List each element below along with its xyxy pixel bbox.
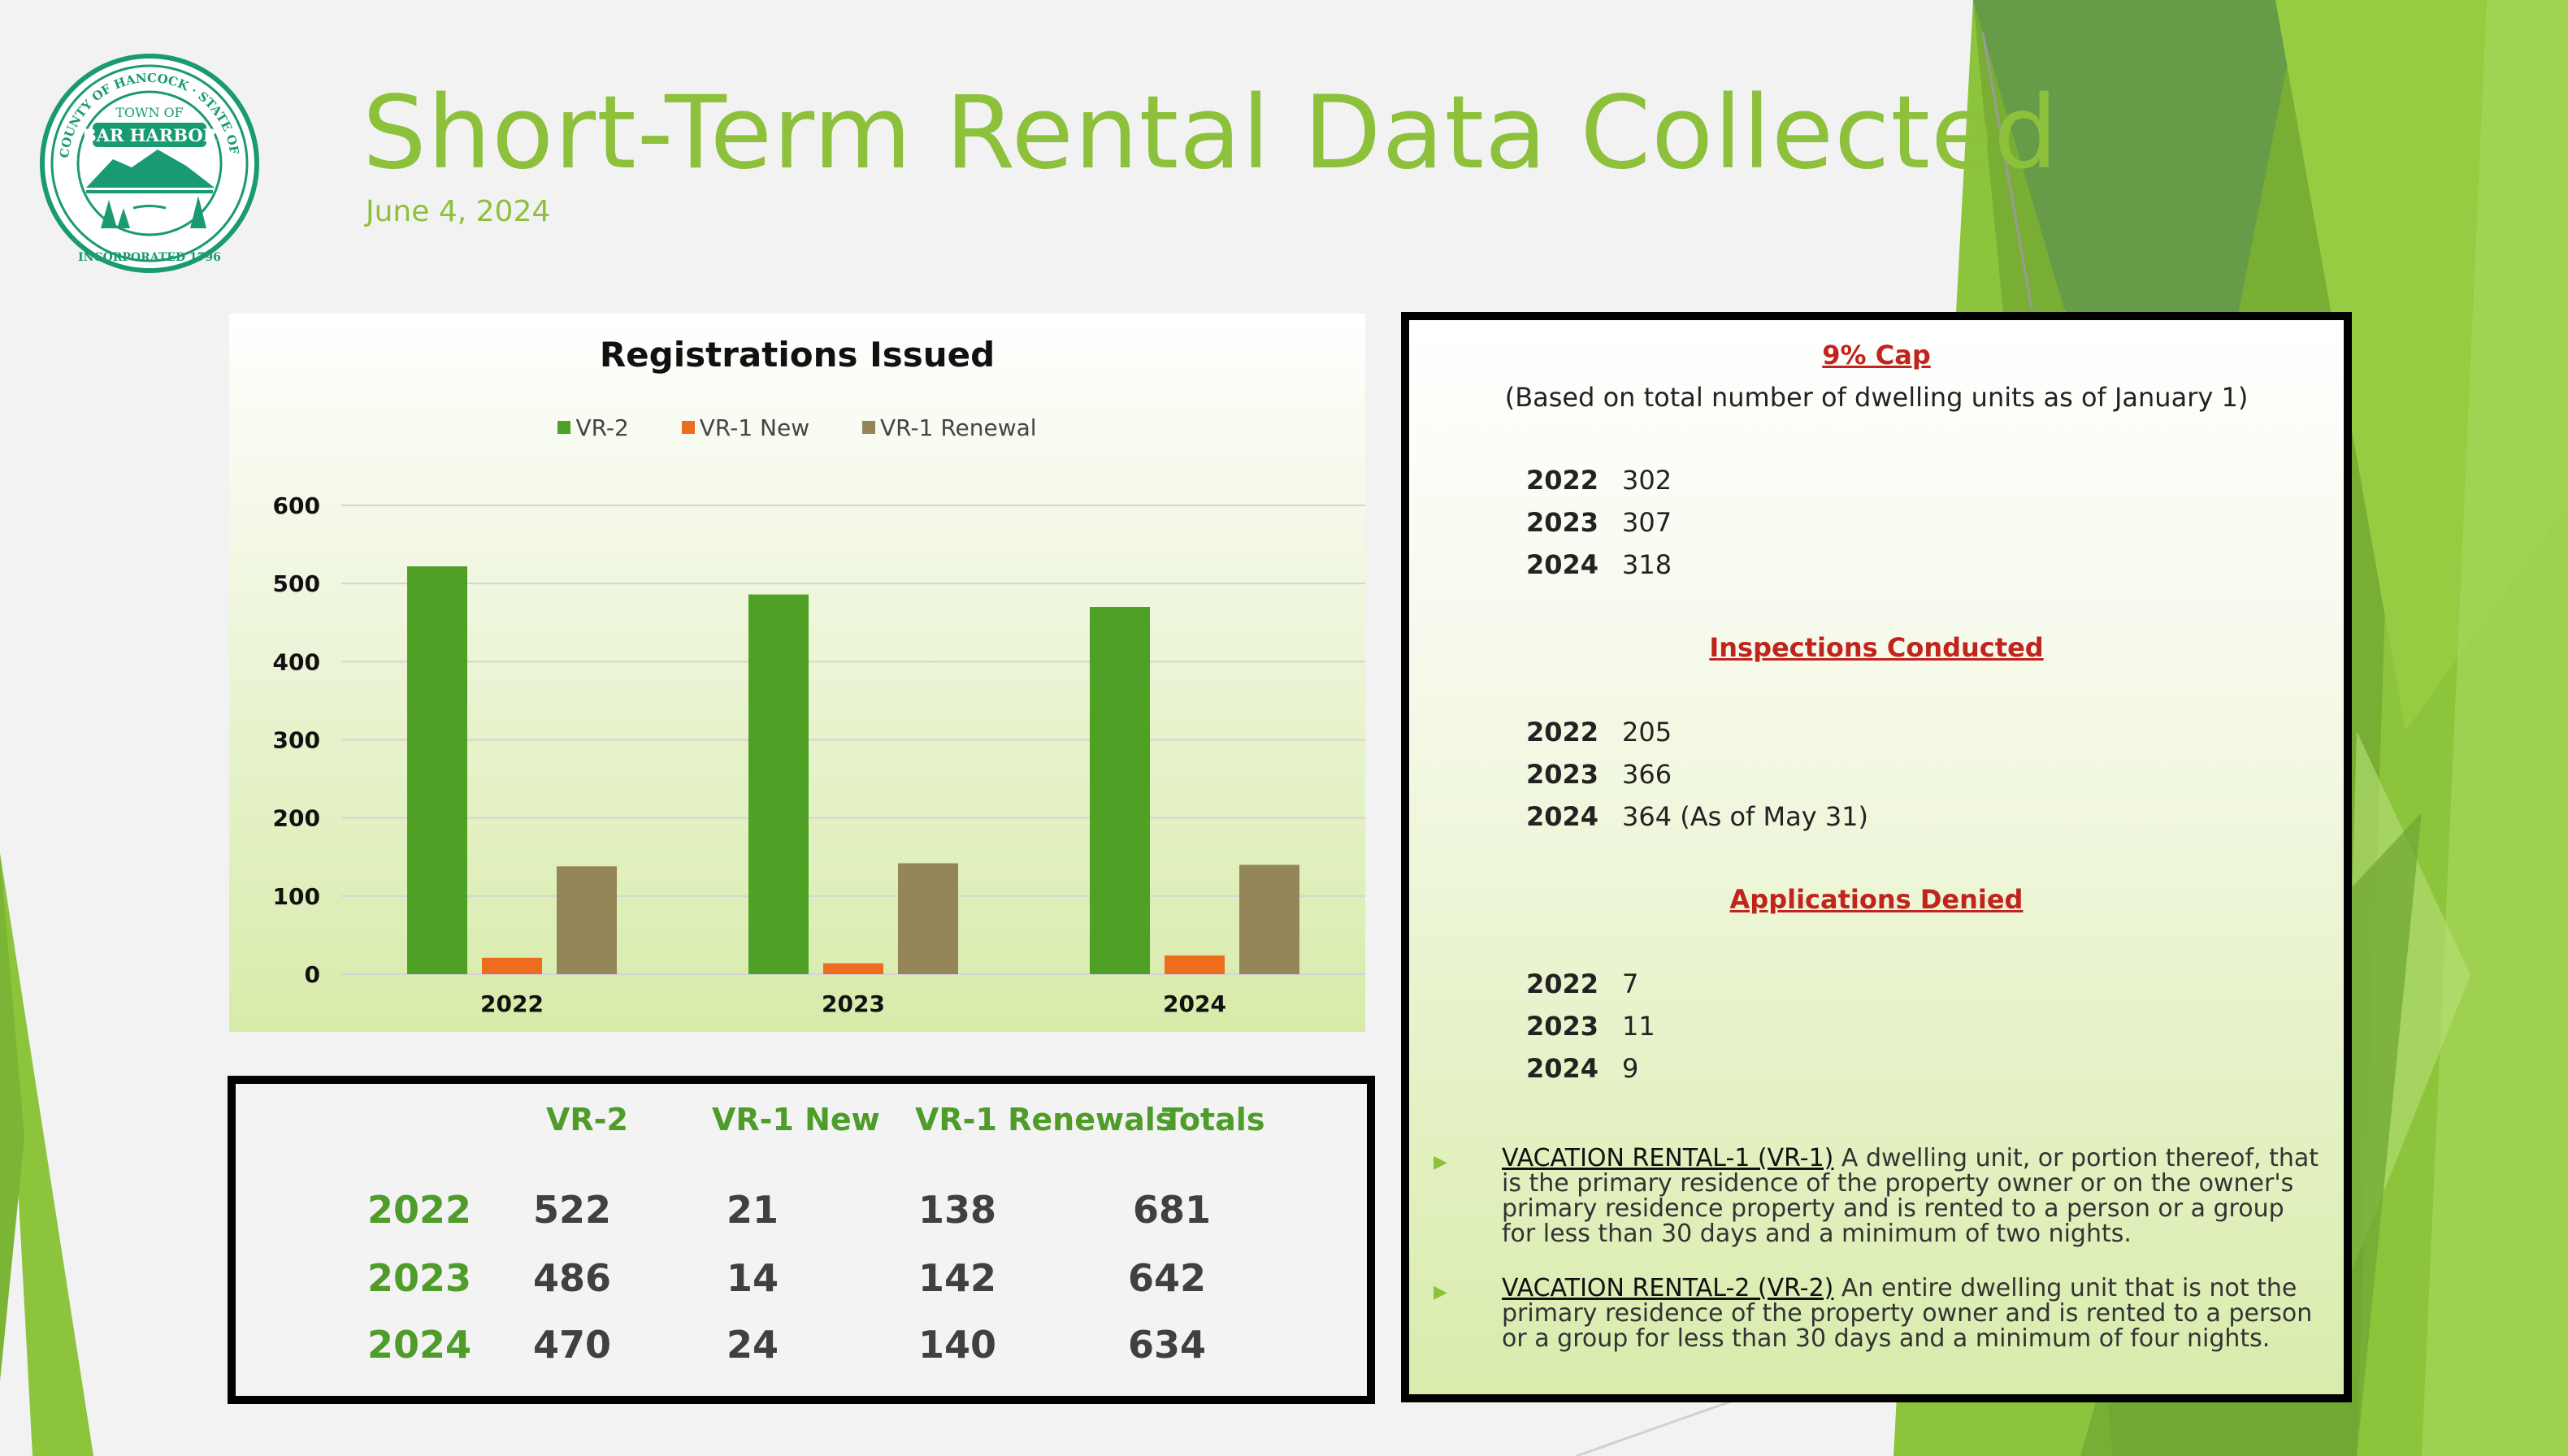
town-seal-logo: COUNTY OF HANCOCK · STATE OF MAINE INCOR… — [36, 46, 259, 273]
legend-label: VR-1 New — [699, 414, 810, 441]
x-tick-label: 2024 — [1163, 990, 1226, 1017]
cap-heading: 9% Cap — [1822, 340, 1931, 370]
y-tick-label: 600 — [273, 492, 320, 519]
registrations-table: VR-2 VR-1 New VR-1 Renewals Totals 2022 … — [228, 1076, 1375, 1404]
table-cell: 634 — [1127, 1323, 1207, 1367]
bar-vr-2-2022 — [407, 566, 467, 974]
inspections-heading: Inspections Conducted — [1709, 632, 2044, 663]
legend-item-vr1-renewal: VR-1 Renewal — [862, 414, 1037, 441]
cap-value: 318 — [1622, 549, 1672, 580]
denied-year: 2024 — [1526, 1053, 1599, 1084]
legend-swatch — [557, 421, 571, 434]
table-cell: 486 — [532, 1256, 612, 1300]
table-cell: 24 — [726, 1323, 779, 1367]
table-header-totals: Totals — [1162, 1102, 1265, 1138]
legend-label: VR-2 — [575, 414, 629, 441]
bar-vr-1-new-2023 — [823, 963, 883, 974]
bar-vr-2-2023 — [748, 594, 809, 974]
y-tick-label: 400 — [273, 648, 320, 675]
legend-swatch — [681, 421, 695, 434]
cap-note: (Based on total number of dwelling units… — [1504, 382, 2249, 413]
definition-text: A dwelling unit, or portion thereof, tha… — [1502, 1144, 2319, 1248]
table-header-vr1-renewals: VR-1 Renewals — [915, 1102, 1174, 1138]
inspections-value: 364 (As of May 31) — [1622, 801, 1869, 832]
bullet-arrow-icon: ▶ — [1434, 1152, 1447, 1172]
definition-vr2: VACATION RENTAL-2 (VR-2) An entire dwell… — [1502, 1276, 2323, 1351]
inspections-year: 2023 — [1526, 759, 1599, 790]
definition-vr1: VACATION RENTAL-1 (VR-1) A dwelling unit… — [1502, 1146, 2323, 1246]
svg-text:INCORPORATED 1796: INCORPORATED 1796 — [78, 251, 221, 264]
inspections-value: 205 — [1622, 717, 1672, 748]
inspections-year: 2024 — [1526, 801, 1599, 832]
bullet-arrow-icon: ▶ — [1434, 1282, 1447, 1302]
cap-year: 2022 — [1526, 465, 1599, 496]
table-row-year: 2022 — [367, 1188, 472, 1232]
table-header-vr2: VR-2 — [546, 1102, 628, 1138]
table-cell: 142 — [917, 1256, 997, 1300]
inspections-value: 366 — [1622, 759, 1672, 790]
y-tick-label: 100 — [273, 883, 320, 910]
table-row-year: 2023 — [367, 1256, 472, 1300]
denied-year: 2023 — [1526, 1011, 1599, 1042]
x-tick-label: 2022 — [480, 990, 544, 1017]
chart-legend: VR-2 VR-1 New VR-1 Renewal — [229, 414, 1365, 441]
table-cell: 642 — [1127, 1256, 1207, 1300]
seal-town-of: TOWN OF — [115, 105, 184, 120]
chart-title: Registrations Issued — [599, 335, 996, 375]
x-tick-label: 2023 — [822, 990, 885, 1017]
cap-year: 2024 — [1526, 549, 1599, 580]
bar-vr-1-renewal-2022 — [557, 866, 617, 974]
y-tick-label: 500 — [273, 570, 320, 597]
denied-heading: Applications Denied — [1729, 884, 2024, 915]
bar-vr-1-new-2022 — [482, 957, 542, 974]
legend-label: VR-1 Renewal — [880, 414, 1037, 441]
bar-vr-1-new-2024 — [1165, 955, 1225, 974]
definition-term: VACATION RENTAL-2 (VR-2) — [1502, 1274, 1834, 1302]
bar-vr-1-renewal-2023 — [898, 863, 958, 974]
denied-year: 2022 — [1526, 968, 1599, 999]
table-cell: 681 — [1132, 1188, 1212, 1232]
definition-text: An entire dwelling unit that is not the … — [1502, 1274, 2313, 1353]
table-cell: 140 — [917, 1323, 997, 1367]
legend-item-vr2: VR-2 — [557, 414, 629, 441]
y-tick-label: 0 — [305, 961, 320, 988]
legend-swatch — [862, 421, 876, 434]
table-cell: 138 — [917, 1188, 997, 1232]
denied-value: 11 — [1622, 1011, 1655, 1042]
definition-term: VACATION RENTAL-1 (VR-1) — [1502, 1144, 1834, 1172]
table-header-vr1-new: VR-1 New — [712, 1102, 880, 1138]
table-row-year: 2024 — [367, 1323, 472, 1367]
legend-item-vr1-new: VR-1 New — [681, 414, 810, 441]
registrations-chart: Registrations Issued VR-2 VR-1 New VR-1 … — [229, 314, 1365, 1032]
table-cell: 14 — [726, 1256, 779, 1300]
seal-bar-harbor: BAR HARBOR — [82, 125, 218, 145]
cap-value: 302 — [1622, 465, 1672, 496]
table-cell: 470 — [532, 1323, 612, 1367]
cap-value: 307 — [1622, 507, 1672, 538]
info-panel: 9% Cap (Based on total number of dwellin… — [1401, 312, 2352, 1402]
y-tick-label: 200 — [273, 805, 320, 832]
table-cell: 522 — [532, 1188, 612, 1232]
bar-vr-2-2024 — [1090, 607, 1150, 974]
page-date: June 4, 2024 — [366, 195, 551, 228]
denied-value: 9 — [1622, 1053, 1639, 1084]
denied-value: 7 — [1622, 968, 1639, 999]
table-cell: 21 — [726, 1188, 779, 1232]
chart-plot: 0 100 200 300 400 500 600 2022 2023 2024 — [273, 492, 1365, 1017]
cap-year: 2023 — [1526, 507, 1599, 538]
bar-vr-1-renewal-2024 — [1239, 864, 1299, 974]
inspections-year: 2022 — [1526, 717, 1599, 748]
page-title: Short-Term Rental Data Collected — [362, 75, 2058, 192]
y-tick-label: 300 — [273, 727, 320, 754]
